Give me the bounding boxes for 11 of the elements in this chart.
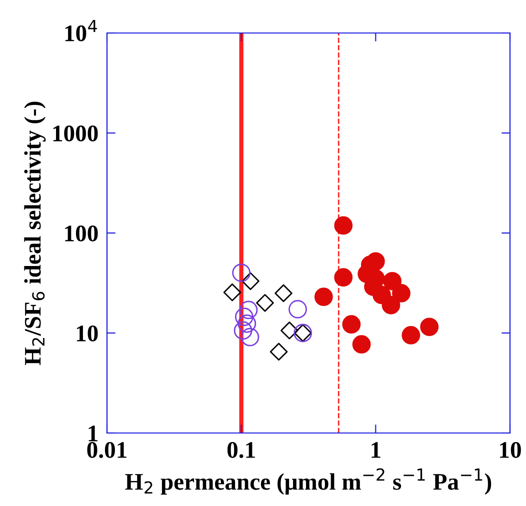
y-axis-title: H$_{2}$/SF$_{6}$ ideal selectivity (-) [24, 102, 46, 366]
y-tick-label: 100 [65, 225, 98, 242]
text: H$_{2}$ permeance (μmol m$^{−2}$ s$^{−1}$ Pa$^{−1}$) [125, 468, 492, 495]
x-tick-label: 1 [372, 442, 380, 458]
y-tick-label: 10 [76, 325, 98, 342]
y-tick-label: 10$^{4}$ [65, 20, 97, 42]
x-tick-label: 0.01 [87, 442, 126, 458]
x-tick-label: 0.1 [227, 442, 255, 458]
x-tick-label: 10 [500, 442, 521, 458]
y-tick-label: 1 [88, 426, 98, 442]
y-tick-label: 1000 [53, 125, 98, 142]
